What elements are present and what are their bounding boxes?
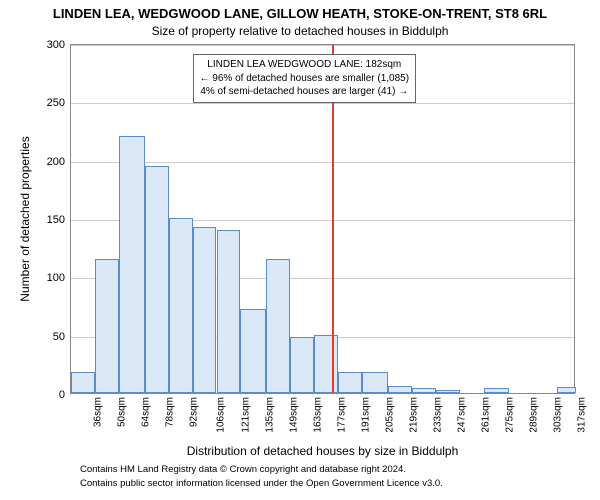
histogram-bar: [240, 309, 266, 393]
x-tick-label: 275sqm: [504, 397, 515, 433]
gridline: [71, 162, 574, 163]
x-tick-label: 106sqm: [215, 397, 226, 433]
histogram-bar: [193, 227, 217, 393]
histogram-bar: [290, 337, 314, 393]
x-tick-label: 149sqm: [289, 397, 300, 433]
annotation-line-3: 4% of semi-detached houses are larger (4…: [200, 85, 410, 99]
annotation-line-1: LINDEN LEA WEDGWOOD LANE: 182sqm: [200, 58, 410, 72]
histogram-bar: [217, 230, 241, 393]
y-tick-label: 0: [59, 389, 65, 401]
y-tick-label: 150: [47, 214, 65, 226]
histogram-bar: [169, 218, 193, 393]
y-tick-label: 250: [47, 97, 65, 109]
x-tick-label: 219sqm: [409, 397, 420, 433]
x-tick-label: 261sqm: [480, 397, 491, 433]
histogram-bar: [314, 335, 338, 393]
histogram-bar: [557, 387, 576, 393]
y-tick-label: 100: [47, 272, 65, 284]
x-tick-label: 135sqm: [265, 397, 276, 433]
y-tick-label: 200: [47, 156, 65, 168]
histogram-bar: [266, 259, 290, 393]
annotation-box: LINDEN LEA WEDGWOOD LANE: 182sqm ← 96% o…: [193, 54, 417, 103]
histogram-bar: [338, 372, 362, 393]
page-title: LINDEN LEA, WEDGWOOD LANE, GILLOW HEATH,…: [0, 6, 600, 21]
x-tick-label: 247sqm: [456, 397, 467, 433]
histogram-bar: [436, 390, 460, 394]
y-tick-label: 300: [47, 39, 65, 51]
page-subtitle: Size of property relative to detached ho…: [0, 24, 600, 38]
x-axis-label: Distribution of detached houses by size …: [70, 444, 575, 458]
x-tick-label: 289sqm: [528, 397, 539, 433]
x-tick-label: 317sqm: [576, 397, 587, 433]
x-tick-label: 36sqm: [92, 397, 103, 427]
histogram-bar: [412, 388, 436, 393]
x-tick-label: 177sqm: [337, 397, 348, 433]
y-axis-label: Number of detached properties: [18, 136, 32, 301]
gridline: [71, 103, 574, 104]
x-tick-label: 303sqm: [552, 397, 563, 433]
x-tick-label: 64sqm: [140, 397, 151, 427]
histogram-bar: [95, 259, 119, 393]
x-tick-label: 121sqm: [241, 397, 252, 433]
histogram-bar: [362, 372, 388, 393]
histogram-bar: [119, 136, 145, 393]
x-tick-label: 50sqm: [116, 397, 127, 427]
x-tick-label: 92sqm: [188, 397, 199, 427]
x-tick-label: 78sqm: [164, 397, 175, 427]
annotation-line-2: ← 96% of detached houses are smaller (1,…: [200, 72, 410, 86]
x-tick-label: 163sqm: [313, 397, 324, 433]
histogram-bar: [145, 166, 169, 394]
footnote-1: Contains HM Land Registry data © Crown c…: [80, 464, 406, 475]
histogram-bar: [484, 388, 510, 393]
x-tick-label: 205sqm: [385, 397, 396, 433]
histogram-bar: [71, 372, 95, 393]
y-tick-label: 50: [53, 331, 65, 343]
gridline: [71, 45, 574, 46]
footnote-2: Contains public sector information licen…: [80, 478, 443, 489]
x-tick-label: 191sqm: [361, 397, 372, 433]
x-tick-label: 233sqm: [433, 397, 444, 433]
histogram-bar: [388, 386, 412, 393]
